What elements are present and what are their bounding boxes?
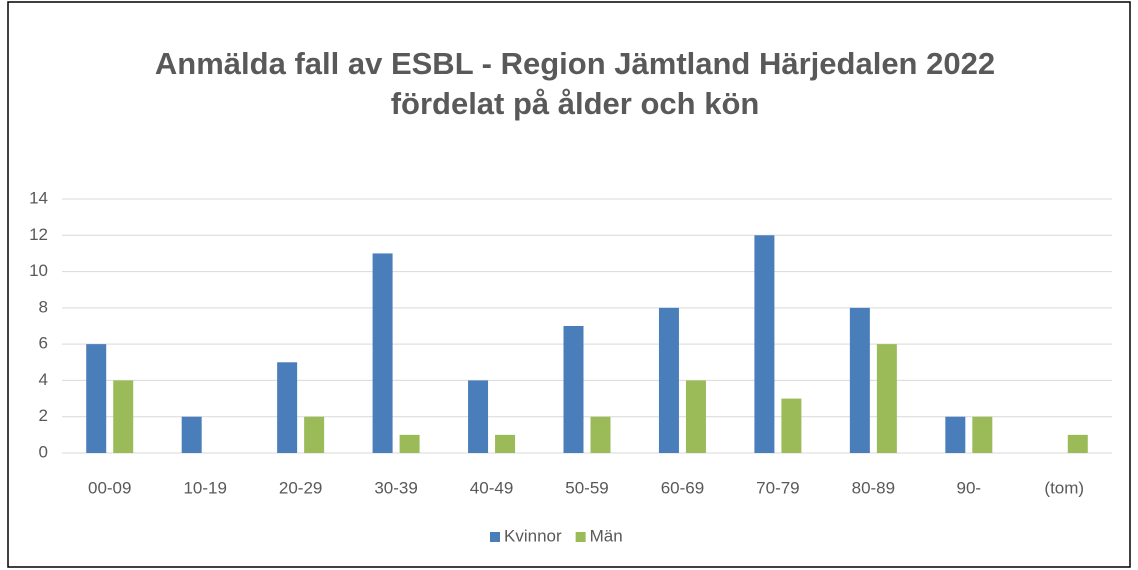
x-tick-label: 90- [957,478,982,497]
y-tick-label: 6 [39,334,48,353]
bar [590,416,611,453]
bar [86,344,107,453]
x-tick-label: 40-49 [470,478,513,497]
y-tick-label: 4 [39,370,48,389]
bar [468,380,489,453]
bar [372,253,393,453]
y-tick-label: 12 [29,225,48,244]
legend-label: Män [590,526,623,545]
bar [277,362,298,453]
chart-frame [7,1,1131,568]
bar [754,235,775,453]
bar [113,380,134,453]
bar [685,380,706,453]
bar [658,307,679,453]
bar [399,434,420,453]
x-tick-label: 70-79 [756,478,799,497]
x-tick-label: 10-19 [183,478,226,497]
legend-label: Kvinnor [504,526,562,545]
x-tick-label: 30-39 [374,478,417,497]
x-tick-label: (tom) [1044,478,1084,497]
legend-swatch [575,532,586,542]
legend-swatch [490,532,500,542]
bar [495,434,516,453]
x-tick-label: 20-29 [279,478,322,497]
bar [972,416,993,453]
y-tick-label: 14 [29,188,48,207]
chart-title: fördelat på ålder och kön [391,86,760,121]
bar [1067,434,1088,453]
x-tick-label: 00-09 [88,478,131,497]
bar [849,307,870,453]
bar [563,326,584,453]
bar [181,416,202,453]
bar [876,344,897,453]
bar [304,416,325,453]
x-tick-label: 80-89 [852,478,895,497]
bar [781,398,802,453]
y-tick-label: 2 [39,406,48,425]
y-tick-label: 10 [29,261,48,280]
y-tick-label: 0 [39,442,48,461]
x-tick-label: 50-59 [565,478,608,497]
x-tick-label: 60-69 [661,478,704,497]
y-tick-label: 8 [39,297,48,316]
chart-title: Anmälda fall av ESBL - Region Jämtland H… [155,46,995,81]
bar [945,416,966,453]
